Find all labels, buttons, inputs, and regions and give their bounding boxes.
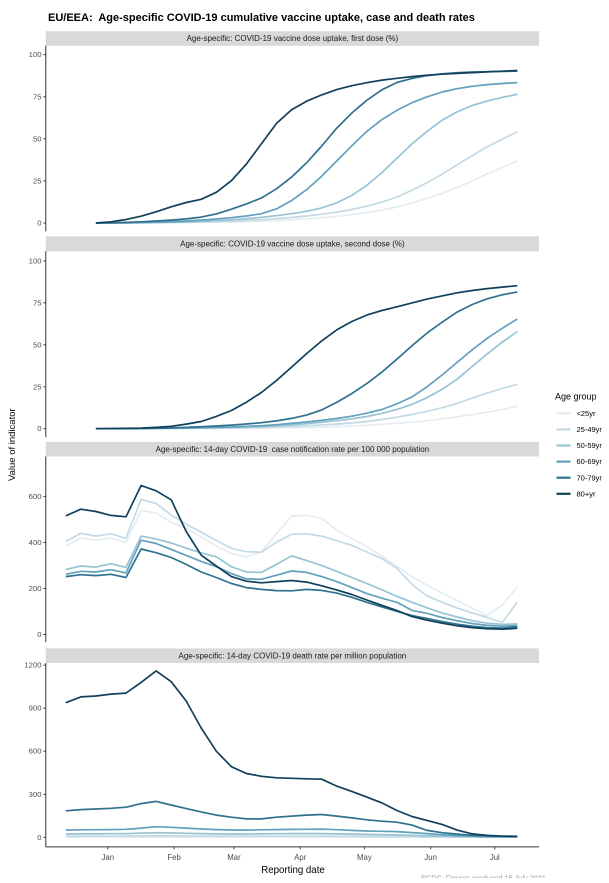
svg-text:25: 25: [33, 382, 42, 391]
svg-text:EU/EEA: Age-specific COVID-19: EU/EEA: Age-specific COVID-19 cumulative…: [48, 12, 475, 24]
svg-text:Jan: Jan: [102, 853, 115, 862]
svg-text:<25yr: <25yr: [577, 409, 596, 418]
svg-text:Jul: Jul: [490, 853, 500, 862]
svg-text:200: 200: [29, 584, 42, 593]
svg-text:50: 50: [33, 340, 42, 349]
svg-text:Age-specific: 14-day COVID-19: Age-specific: 14-day COVID-19 death rate…: [179, 651, 407, 660]
svg-text:Age-specific: 14-day COVID-19: Age-specific: 14-day COVID-19 case notif…: [156, 445, 430, 454]
svg-text:75: 75: [33, 92, 42, 101]
svg-text:25-49yr: 25-49yr: [577, 425, 603, 434]
svg-text:ECDC. Figures produced 15 July: ECDC. Figures produced 15 July 2021: [421, 874, 546, 879]
svg-text:0: 0: [37, 424, 41, 433]
svg-text:Value of indicator: Value of indicator: [7, 408, 18, 481]
svg-text:75: 75: [33, 298, 42, 307]
svg-text:Mar: Mar: [227, 853, 241, 862]
svg-text:600: 600: [29, 492, 42, 501]
svg-text:Age-specific: COVID-19 vaccine: Age-specific: COVID-19 vaccine dose upta…: [187, 34, 399, 43]
svg-text:600: 600: [29, 747, 42, 756]
svg-text:May: May: [357, 853, 372, 862]
svg-text:100: 100: [29, 257, 42, 266]
svg-text:Reporting date: Reporting date: [261, 865, 325, 876]
svg-text:Feb: Feb: [167, 853, 181, 862]
svg-text:Age-specific: COVID-19 vaccine: Age-specific: COVID-19 vaccine dose upta…: [180, 239, 405, 248]
svg-text:0: 0: [37, 630, 41, 639]
svg-text:0: 0: [37, 833, 41, 842]
svg-text:1200: 1200: [24, 661, 41, 670]
svg-text:50-59yr: 50-59yr: [577, 441, 603, 450]
svg-text:70-79yr: 70-79yr: [577, 473, 603, 482]
svg-text:Age group: Age group: [555, 391, 597, 401]
svg-text:25: 25: [33, 176, 42, 185]
svg-text:0: 0: [37, 219, 41, 228]
svg-text:100: 100: [29, 50, 42, 59]
svg-text:60-69yr: 60-69yr: [577, 457, 603, 466]
svg-text:50: 50: [33, 134, 42, 143]
svg-text:300: 300: [29, 790, 42, 799]
svg-text:80+yr: 80+yr: [577, 489, 596, 498]
svg-text:900: 900: [29, 704, 42, 713]
svg-text:Apr: Apr: [294, 853, 307, 862]
svg-text:Jun: Jun: [424, 853, 437, 862]
svg-text:400: 400: [29, 538, 42, 547]
